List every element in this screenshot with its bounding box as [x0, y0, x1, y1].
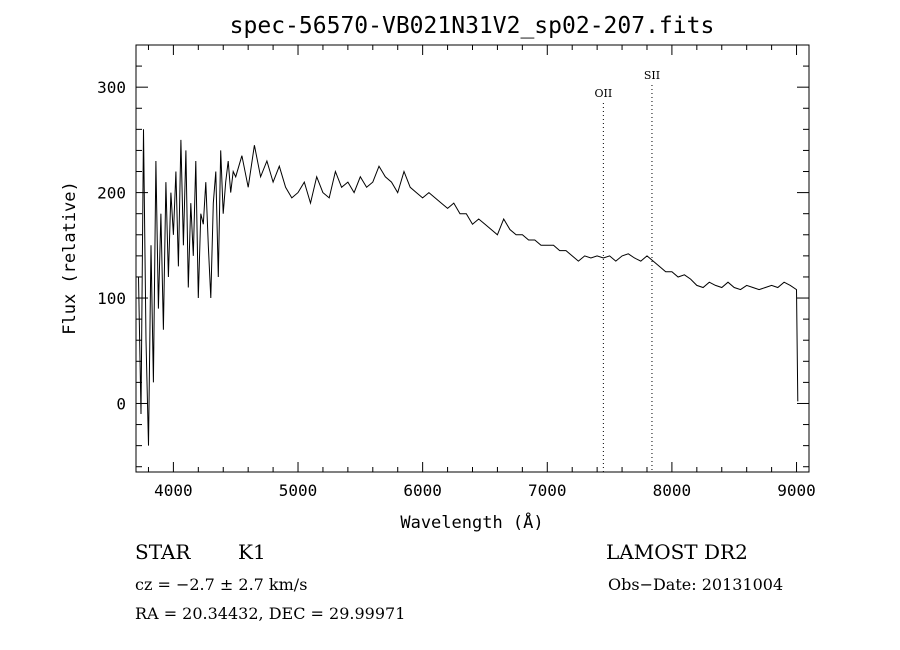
chart-title: spec-56570-VB021N31V2_sp02-207.fits	[230, 13, 715, 39]
x-tick-label: 4000	[154, 481, 193, 500]
object-subclass: K1	[238, 540, 266, 564]
x-axis-label: Wavelength (Å)	[400, 511, 543, 533]
line-annotations: OII SII	[595, 69, 660, 472]
object-class: STAR	[135, 540, 191, 564]
y-tick-label: 200	[97, 184, 126, 203]
sky-coordinates: RA = 20.34432, DEC = 29.99971	[135, 604, 406, 623]
spectrum-line	[138, 129, 799, 446]
axis-ticks	[136, 44, 809, 472]
y-tick-label: 100	[97, 289, 126, 308]
observation-date: Obs−Date: 20131004	[608, 575, 784, 594]
x-tick-label: 9000	[777, 481, 816, 500]
x-tick-label: 7000	[528, 481, 567, 500]
annotation-label: OII	[595, 87, 613, 100]
axis-tick-labels: 4000 5000 6000 7000 8000 9000 0 100 200 300	[97, 78, 816, 500]
annotation-label: SII	[644, 69, 660, 82]
y-axis-label: Flux (relative)	[60, 181, 80, 335]
y-tick-label: 300	[97, 78, 126, 97]
x-tick-label: 5000	[279, 481, 318, 500]
x-tick-label: 6000	[403, 481, 442, 500]
redshift-velocity: cz = −2.7 ± 2.7 km/s	[135, 575, 308, 594]
x-tick-label: 8000	[653, 481, 692, 500]
y-tick-label: 0	[116, 394, 126, 413]
plot-frame	[135, 44, 810, 473]
survey-name: LAMOST DR2	[606, 540, 748, 564]
